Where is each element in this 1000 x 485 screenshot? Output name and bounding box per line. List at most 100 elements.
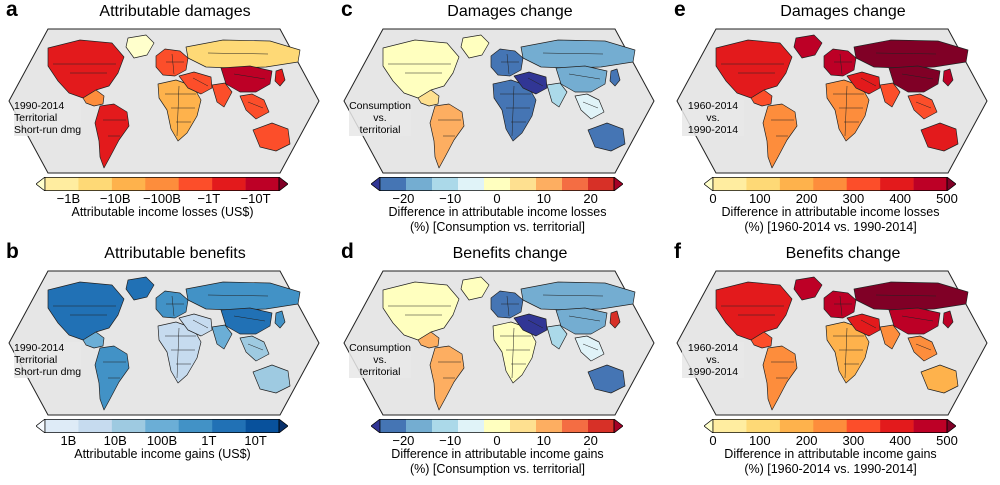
colorbar-segment <box>111 419 146 433</box>
map-annotation-line: Territorial <box>14 112 58 124</box>
colorbar-tick-label: 10 <box>536 191 552 206</box>
colorbar-segment <box>880 177 914 191</box>
map-region-ru <box>853 39 969 69</box>
colorbar <box>36 177 288 191</box>
colorbar-segment <box>846 177 881 191</box>
map-region-cn <box>888 65 941 93</box>
colorbar-max-extend <box>613 177 623 191</box>
map-region-sea <box>239 335 270 362</box>
map-region-sas <box>879 82 901 108</box>
map-region-ca <box>82 89 105 107</box>
colorbar-segment <box>746 177 781 191</box>
map-region-au <box>252 364 291 394</box>
panel-letter: a <box>6 0 18 21</box>
colorbar-caption-line: Difference in attributable income losses <box>388 205 607 219</box>
map-region-sas <box>546 324 568 350</box>
colorbar-frame <box>379 177 615 191</box>
map-region-sea <box>574 335 605 362</box>
panel-d: d Benefits change Consumption vs. territoria… <box>335 240 660 484</box>
colorbar-tick-label: 100B <box>146 433 178 448</box>
map-region-eu <box>490 290 524 319</box>
panel-title: Benefits change <box>452 245 568 262</box>
colorbar-segment <box>406 419 433 433</box>
country-borders <box>53 52 269 137</box>
country-borders <box>721 52 937 137</box>
colorbar-tick-label: 10T <box>244 433 267 448</box>
map-region-sea <box>239 93 270 120</box>
map-annotation-line: 1960-2014 <box>687 342 739 354</box>
colorbar-segment <box>510 419 537 433</box>
colorbar-segment <box>45 177 79 191</box>
colorbar-segment <box>45 419 79 433</box>
colorbar-min-extend <box>704 177 714 191</box>
map-annotation: Consumption vs. territorial <box>349 100 411 136</box>
colorbar-caption: Attributable income gains (US$) <box>0 447 325 462</box>
world-map <box>676 28 988 174</box>
map-region-me <box>846 71 881 95</box>
map-annotation-line: vs. <box>373 112 387 124</box>
map-region-sea <box>907 335 938 362</box>
colorbar <box>371 177 623 191</box>
colorbar-tick-label: 0 <box>493 191 501 206</box>
colorbar-min-extend <box>371 177 381 191</box>
colorbar <box>36 419 288 433</box>
map-region-me <box>178 71 213 95</box>
colorbar-tick-label: 10B <box>103 433 127 448</box>
colorbar-segment <box>746 419 781 433</box>
colorbar-tick-label: −20 <box>392 191 415 206</box>
map-region-cn <box>555 307 608 335</box>
colorbar-segment <box>913 419 948 433</box>
map-region-cn <box>888 307 941 335</box>
colorbar-segment <box>588 177 615 191</box>
colorbar-tick-label: 1B <box>60 433 77 448</box>
colorbar-segment <box>713 419 747 433</box>
colorbar-max-extend <box>278 177 288 191</box>
country-borders <box>388 52 604 137</box>
panel-letter: b <box>6 240 19 263</box>
panel-e: e Damages change 1960-2014 vs. 1990-2014 0 100… <box>668 0 993 242</box>
panel-title: Benefits change <box>785 245 901 262</box>
map-region-grn <box>125 34 155 59</box>
colorbar-segment <box>484 177 511 191</box>
colorbar-tick-label: −1B <box>56 191 81 206</box>
colorbar-tick-label: 0 <box>709 191 717 206</box>
map-annotation: 1990-2014 Territorial Short-run dmg <box>14 100 82 136</box>
country-borders <box>53 294 269 379</box>
colorbar-caption-line: Difference in attributable income gains <box>724 447 937 461</box>
map-region-jp <box>609 68 621 87</box>
colorbar-segment <box>779 419 814 433</box>
colorbar-caption: Difference in attributable income losses… <box>335 205 660 235</box>
map-annotation-line: Short-run dmg <box>14 366 82 378</box>
colorbar-caption-line: (%) [Consumption vs. territorial] <box>409 220 586 234</box>
map-annotation-line: Territorial <box>14 354 58 366</box>
colorbar-tick-label: 400 <box>889 191 912 206</box>
map-annotation: Consumption vs. territorial <box>349 342 411 378</box>
world-map <box>343 270 655 416</box>
colorbar-segment <box>245 419 280 433</box>
map-region-sas <box>211 82 233 108</box>
colorbar-frame <box>44 419 280 433</box>
colorbar-segment <box>846 419 881 433</box>
colorbar-tick-label: 500 <box>936 433 958 448</box>
map-region-jp <box>942 310 954 329</box>
colorbar-tick-label: 300 <box>842 191 865 206</box>
colorbar <box>371 419 623 433</box>
map-region-me <box>513 71 548 95</box>
colorbar-tick-label: 200 <box>795 191 818 206</box>
panel-a: a Attributable damages 1990-2014 Territoria… <box>0 0 325 242</box>
world-map <box>8 270 320 416</box>
colorbar-tick-label: −10T <box>240 191 271 206</box>
colorbar-segment <box>813 419 848 433</box>
colorbar-segment <box>406 177 433 191</box>
colorbar-segment <box>484 419 511 433</box>
colorbar-frame <box>712 419 948 433</box>
map-region-na <box>715 39 793 99</box>
map-region-grn <box>793 34 823 59</box>
colorbar-tick-label: 20 <box>583 433 598 448</box>
colorbar-segment <box>510 177 537 191</box>
colorbar-tick-label: −20 <box>392 433 415 448</box>
panel-letter: f <box>674 240 681 263</box>
map-region-ru <box>185 281 301 311</box>
world-map <box>343 28 655 174</box>
panel-f: f Benefits change 1960-2014 vs. 1990-2014 0 10… <box>668 240 993 484</box>
